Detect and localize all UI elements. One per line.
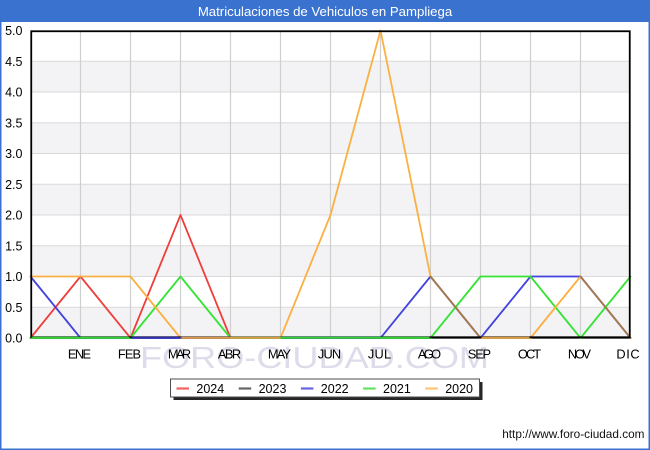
svg-text:2021: 2021	[383, 382, 411, 396]
svg-text:MAR: MAR	[168, 347, 191, 362]
svg-text:3.0: 3.0	[5, 147, 22, 161]
svg-text:2023: 2023	[259, 382, 287, 396]
svg-text:1.5: 1.5	[5, 239, 22, 253]
svg-text:0.5: 0.5	[5, 301, 22, 315]
svg-text:AGO: AGO	[418, 347, 441, 362]
svg-text:5.0: 5.0	[5, 24, 22, 38]
svg-text:2024: 2024	[196, 382, 224, 396]
svg-text:OCT: OCT	[518, 347, 541, 362]
svg-text:DIC: DIC	[616, 347, 639, 362]
svg-text:3.5: 3.5	[5, 116, 22, 130]
svg-text:ABR: ABR	[218, 347, 241, 362]
svg-text:1.0: 1.0	[5, 270, 22, 284]
svg-text:FEB: FEB	[118, 347, 141, 362]
svg-text:JUN: JUN	[318, 347, 341, 362]
svg-text:Matriculaciones de Vehiculos e: Matriculaciones de Vehiculos en Pamplieg…	[198, 4, 453, 19]
svg-text:http://www.foro-ciudad.com: http://www.foro-ciudad.com	[502, 427, 644, 441]
svg-text:2.5: 2.5	[5, 178, 22, 192]
svg-text:JUL: JUL	[368, 347, 391, 362]
svg-text:0.0: 0.0	[5, 332, 22, 346]
svg-text:NOV: NOV	[568, 347, 592, 362]
svg-text:ENE: ENE	[68, 347, 91, 362]
svg-text:SEP: SEP	[468, 347, 491, 362]
svg-text:4.5: 4.5	[5, 55, 22, 69]
svg-text:4.0: 4.0	[5, 86, 22, 100]
svg-text:2020: 2020	[445, 382, 473, 396]
svg-text:2022: 2022	[321, 382, 349, 396]
svg-text:2.0: 2.0	[5, 209, 22, 223]
svg-text:MAY: MAY	[268, 347, 292, 362]
svg-text:FORO-CIUDAD.COM: FORO-CIUDAD.COM	[140, 340, 489, 375]
